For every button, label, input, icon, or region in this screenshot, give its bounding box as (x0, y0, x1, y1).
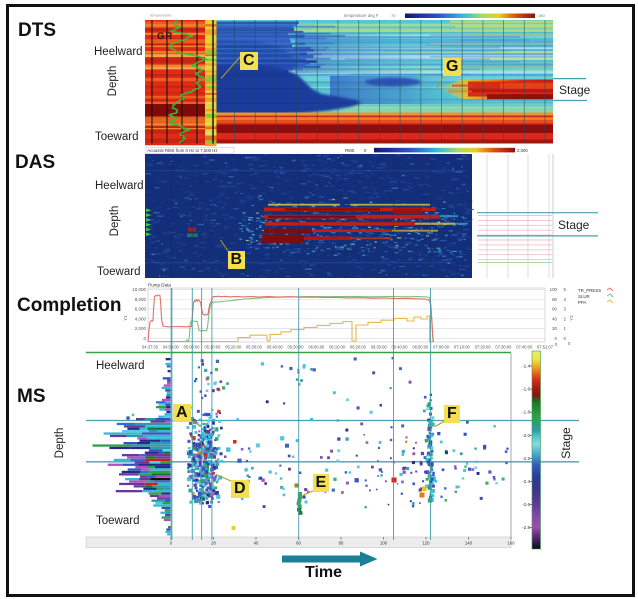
svg-text:5: 5 (564, 287, 567, 292)
svg-text:temperature: temperature (150, 13, 172, 18)
svg-text:05:10:00: 05:10:00 (204, 345, 221, 350)
svg-text:0: 0 (170, 541, 173, 546)
svg-text:05:20:00: 05:20:00 (225, 345, 242, 350)
svg-text:-2.2: -2.2 (522, 456, 530, 461)
svg-text:150: 150 (538, 13, 545, 18)
svg-text:2: 2 (564, 316, 567, 321)
svg-text:Y2: Y2 (569, 315, 574, 321)
svg-text:TR_PRESS: TR_PRESS (578, 288, 601, 293)
svg-text:Pump Data: Pump Data (148, 283, 171, 288)
svg-text:Acoustiv RMS from 0 Hz to 7,50: Acoustiv RMS from 0 Hz to 7,500 Hz (148, 148, 218, 153)
svg-text:0: 0 (564, 336, 567, 341)
svg-text:80: 80 (339, 541, 344, 546)
svg-text:20: 20 (552, 326, 557, 331)
svg-text:8,000: 8,000 (135, 297, 147, 302)
svg-text:temperature deg F: temperature deg F (344, 13, 379, 18)
svg-text:04:37:35: 04:37:35 (142, 345, 159, 350)
svg-text:1: 1 (564, 326, 567, 331)
svg-text:07:30:00: 07:30:00 (495, 345, 512, 350)
svg-text:40: 40 (552, 316, 557, 321)
svg-text:0: 0 (555, 336, 558, 341)
svg-text:6,000: 6,000 (135, 307, 147, 312)
svg-text:3: 3 (564, 307, 567, 312)
svg-text:07:10:00: 07:10:00 (454, 345, 471, 350)
svg-text:-2.8: -2.8 (522, 525, 530, 530)
svg-text:-2.4: -2.4 (522, 479, 530, 484)
svg-text:0: 0 (364, 148, 367, 153)
svg-text:60: 60 (296, 541, 301, 546)
svg-text:0: 0 (568, 341, 571, 346)
svg-text:PPA: PPA (578, 300, 587, 305)
svg-text:4: 4 (564, 297, 567, 302)
svg-text:60: 60 (552, 307, 557, 312)
svg-text:-2.0: -2.0 (522, 433, 530, 438)
svg-text:2,000: 2,000 (517, 148, 528, 153)
svg-text:-1.4: -1.4 (522, 364, 530, 369)
svg-text:20: 20 (211, 541, 216, 546)
svg-text:-1.8: -1.8 (522, 410, 530, 415)
svg-text:120: 120 (422, 541, 430, 546)
svg-text:160: 160 (507, 541, 515, 546)
svg-text:2,000: 2,000 (135, 326, 147, 331)
svg-text:80: 80 (552, 297, 557, 302)
svg-text:07:40:00: 07:40:00 (516, 345, 533, 350)
svg-text:100: 100 (380, 541, 388, 546)
svg-text:0: 0 (143, 336, 146, 341)
svg-text:06:00:00: 06:00:00 (308, 345, 325, 350)
svg-text:0: 0 (555, 342, 558, 347)
svg-text:06:30:00: 06:30:00 (371, 345, 388, 350)
svg-text:05:50:00: 05:50:00 (288, 345, 305, 350)
svg-text:40: 40 (254, 541, 259, 546)
svg-text:Y1: Y1 (123, 315, 128, 321)
svg-text:06:40:00: 06:40:00 (392, 345, 409, 350)
svg-text:140: 140 (465, 541, 473, 546)
svg-text:10,000: 10,000 (132, 287, 146, 292)
svg-text:07:20:00: 07:20:00 (475, 345, 492, 350)
svg-text:RMS: RMS (345, 148, 355, 153)
svg-text:06:50:00: 06:50:00 (412, 345, 429, 350)
svg-text:07:51:07: 07:51:07 (537, 345, 554, 350)
svg-text:4,000: 4,000 (135, 316, 147, 321)
svg-text:-1.6: -1.6 (522, 387, 530, 392)
svg-text:-2.6: -2.6 (522, 502, 530, 507)
svg-text:100: 100 (550, 287, 558, 292)
svg-text:07:00:00: 07:00:00 (433, 345, 450, 350)
svg-text:05:40:00: 05:40:00 (267, 345, 284, 350)
svg-text:70: 70 (391, 13, 396, 18)
svg-text:06:10:00: 06:10:00 (329, 345, 346, 350)
svg-text:05:30:00: 05:30:00 (246, 345, 263, 350)
svg-text:06:20:00: 06:20:00 (350, 345, 367, 350)
svg-text:SLUR: SLUR (578, 294, 590, 299)
